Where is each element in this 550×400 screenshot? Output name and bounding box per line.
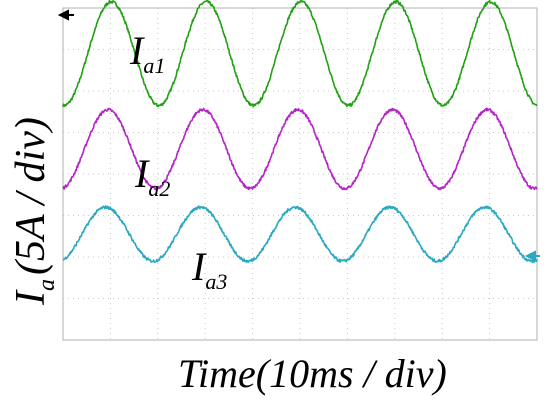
trace-ia2 xyxy=(62,107,538,191)
grid xyxy=(62,7,538,341)
trigger-marker-arrow-icon xyxy=(524,250,540,262)
trace-ia3 xyxy=(62,205,538,264)
grid-frame xyxy=(62,7,538,341)
traces xyxy=(62,0,538,264)
y-axis-label: Ia(5A / div) xyxy=(8,117,60,306)
ground-marker-arrow-icon xyxy=(57,9,74,21)
trace-label-ia1: Ia1 xyxy=(129,28,165,78)
svg-text:Ia(5A / div): Ia(5A / div) xyxy=(8,117,60,306)
svg-text:Ia3: Ia3 xyxy=(191,244,227,294)
trace-ia1 xyxy=(62,0,538,108)
trace-label-ia3: Ia3 xyxy=(191,244,227,294)
x-axis-label: Time(10ms / div) xyxy=(178,351,447,396)
svg-text:Ia1: Ia1 xyxy=(129,28,165,78)
trace-label-ia2: Ia2 xyxy=(134,151,170,201)
svg-text:Ia2: Ia2 xyxy=(134,151,170,201)
